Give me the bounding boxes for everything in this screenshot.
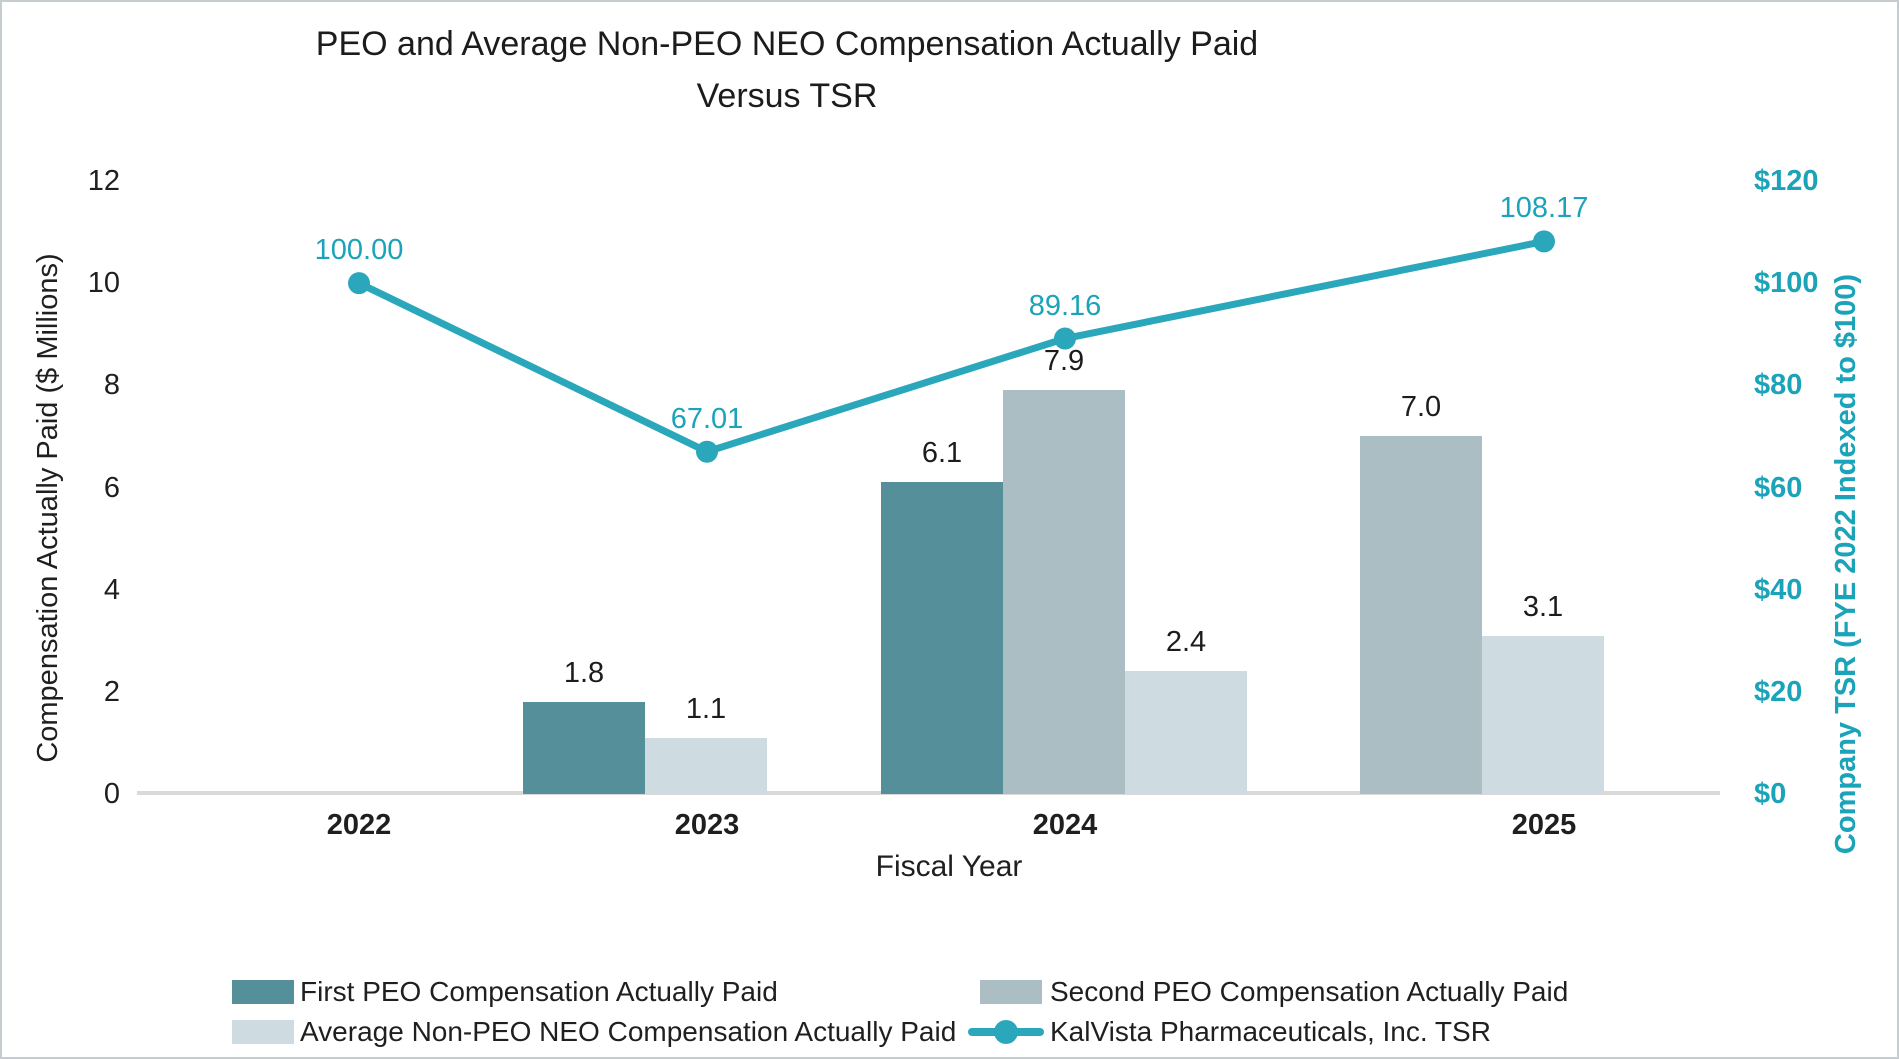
bar-first-peo-2024 <box>881 482 1003 794</box>
bar-avg-non-peo-2024 <box>1125 671 1247 794</box>
bar-value-label-first-peo-2023: 1.8 <box>563 657 605 690</box>
chart-title: PEO and Average Non-PEO NEO Compensation… <box>2 18 1572 122</box>
bar-value-label-avg-non-peo-2023: 1.1 <box>685 692 727 725</box>
tsr-point-marker-2022 <box>348 272 370 295</box>
y-axis-tick-label: 10 <box>87 267 120 300</box>
bar-avg-non-peo-2023 <box>645 737 767 794</box>
tsr-axis-tick-label: $120 <box>1754 165 1819 197</box>
y-axis-tick-label: 6 <box>103 471 120 504</box>
tsr-axis-tick-label: $40 <box>1754 573 1803 606</box>
legend-marker-icon <box>994 1020 1018 1044</box>
legend-label-tsr: KalVista Pharmaceuticals, Inc. TSR <box>1050 1016 1491 1047</box>
tsr-point-marker-2025 <box>1533 230 1555 253</box>
tsr-axis-tick-label: $20 <box>1754 675 1803 708</box>
tsr-axis-tick-label: $80 <box>1754 369 1803 402</box>
tsr-point-marker-2023 <box>696 440 718 463</box>
x-axis-tick-label-2025: 2025 <box>1511 809 1577 841</box>
bar-value-label-first-peo-2024: 6.1 <box>921 437 963 470</box>
tsr-axis-tick-label: $60 <box>1754 471 1803 504</box>
bar-first-peo-2023 <box>523 702 645 794</box>
legend-swatch-avg-non-peo <box>232 1020 294 1044</box>
x-axis-tick-label-2024: 2024 <box>1032 809 1098 841</box>
tsr-value-label-2024: 89.16 <box>1028 289 1102 322</box>
bar-second-peo-2024 <box>1003 390 1125 794</box>
tsr-value-label-2025: 108.17 <box>1499 192 1589 225</box>
tsr-value-label-2023: 67.01 <box>670 402 744 435</box>
bar-avg-non-peo-2025 <box>1482 635 1604 794</box>
y-axis-tick-label: 12 <box>87 165 120 197</box>
bar-value-label-second-peo-2025: 7.0 <box>1400 391 1442 424</box>
bar-value-label-avg-non-peo-2025: 3.1 <box>1522 590 1564 623</box>
x-axis-tick-label-2022: 2022 <box>326 809 392 841</box>
chart-title-line-1: PEO and Average Non-PEO NEO Compensation… <box>315 25 1259 63</box>
x-axis-title: Fiscal Year <box>875 850 1023 883</box>
bar-second-peo-2025 <box>1360 436 1482 794</box>
y-axis-tick-label: 2 <box>103 675 120 708</box>
legend-label-second-peo: Second PEO Compensation Actually Paid <box>1050 976 1569 1007</box>
y-axis-tick-label: 8 <box>103 369 120 402</box>
legend-swatch-first-peo <box>232 980 294 1004</box>
legend-swatch-second-peo <box>980 980 1042 1004</box>
tsr-axis-tick-label: $100 <box>1754 267 1819 300</box>
tsr-line <box>355 237 1548 456</box>
chart-title-line-2: Versus TSR <box>696 77 878 115</box>
tsr-value-label-2022: 100.00 <box>314 234 404 267</box>
legend-label-avg-non-peo: Average Non-PEO NEO Compensation Actuall… <box>300 1016 957 1047</box>
bar-value-label-second-peo-2024: 7.9 <box>1043 345 1085 378</box>
legend-label-first-peo: First PEO Compensation Actually Paid <box>300 976 778 1007</box>
y-axis-title-left: Compensation Actually Paid ($ Millions) <box>32 253 64 763</box>
y-axis-tick-label: 0 <box>103 778 120 810</box>
x-axis-tick-label-2023: 2023 <box>674 809 740 841</box>
y-axis-tick-label: 4 <box>103 573 120 606</box>
tsr-axis-tick-label: $0 <box>1754 778 1787 810</box>
bar-value-label-avg-non-peo-2024: 2.4 <box>1165 626 1207 659</box>
